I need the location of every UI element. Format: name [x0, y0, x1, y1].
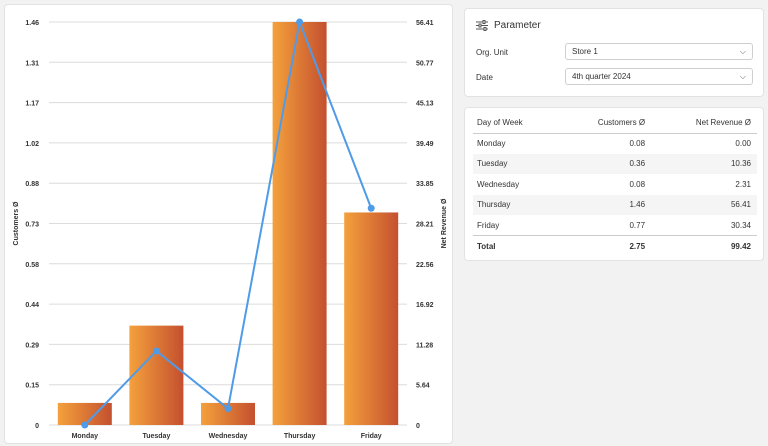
org-unit-value: Store 1: [572, 47, 598, 56]
chart-panel: 0 0 0.15 5.64 0.29 11.28 0.44 16.92 0.58 22.56 0.7…: [4, 4, 453, 444]
table-row: Tuesday 0.36 10.36: [473, 153, 757, 174]
y2-axis-title: Net Revenue Ø: [441, 198, 448, 248]
y2-tick-label: 16.92: [416, 302, 434, 309]
cell-day: Thursday: [473, 194, 560, 215]
column-header-revenue[interactable]: Net Revenue Ø: [651, 113, 757, 134]
x-tick-label: Wednesday: [209, 433, 248, 440]
date-select[interactable]: 4th quarter 2024 ⌵: [565, 68, 753, 85]
date-label: Date: [476, 73, 493, 82]
cell-day: Friday: [477, 220, 500, 230]
cell-day: Monday: [477, 139, 506, 148]
cell-day: Wednesday: [477, 179, 520, 189]
parameter-panel: Parameter Org. Unit Store 1 ⌵ Date 4th q…: [464, 8, 764, 97]
cell-customers: 0.08: [629, 139, 646, 148]
cell-revenue: 2.31: [735, 179, 751, 189]
combo-chart: 0 0 0.15 5.64 0.29 11.28 0.44 16.92 0.58 22.56 0.7…: [13, 18, 448, 440]
cell-customers: 0.36: [559, 153, 652, 174]
y2-tick-label: 33.85: [416, 181, 434, 188]
chevron-down-icon: ⌵: [739, 46, 746, 56]
y2-tick-label: 28.21: [416, 222, 434, 229]
x-tick-label: Monday: [72, 433, 99, 440]
org-unit-label: Org. Unit: [476, 48, 509, 57]
org-unit-select[interactable]: Store 1 ⌵: [565, 43, 753, 60]
chevron-down-icon: ⌵: [739, 71, 746, 81]
table-header-row: Day of Week Customers Ø Net Revenue Ø: [473, 113, 757, 134]
revenue-point: [152, 347, 160, 355]
y2-tick-label: 56.41: [416, 20, 434, 27]
column-header-customers[interactable]: Customers Ø: [559, 113, 652, 134]
cell-day: Tuesday: [473, 153, 560, 174]
cell-total-revenue: 99.42: [651, 235, 757, 256]
table-row: Thursday 1.46 56.41: [473, 194, 757, 215]
data-table: Day of Week Customers Ø Net Revenue Ø Mo…: [473, 113, 757, 256]
parameter-title: Parameter: [494, 20, 541, 31]
bar: [201, 402, 255, 425]
revenue-point: [81, 421, 89, 429]
y2-tick-label: 50.77: [416, 60, 434, 67]
data-table-panel: Day of Week Customers Ø Net Revenue Ø Mo…: [464, 107, 764, 261]
y-tick-label: 1.02: [25, 141, 39, 148]
revenue-point: [367, 204, 375, 212]
table-row: Monday 0.08 0.00: [473, 133, 757, 154]
bar: [129, 325, 184, 425]
cell-total-label: Total: [473, 235, 560, 256]
y2-tick-label: 22.56: [416, 262, 434, 269]
cell-revenue: 30.34: [730, 220, 751, 230]
y2-tick-label: 5.64: [416, 383, 430, 390]
cell-customers: 0.08: [629, 179, 646, 189]
table-total-row: Total 2.75 99.42: [473, 235, 757, 256]
y-tick-label: 0.88: [25, 181, 39, 188]
y2-tick-label: 39.49: [416, 141, 434, 148]
x-tick-label: Tuesday: [142, 433, 170, 440]
table-row: Friday 0.77 30.34: [473, 215, 757, 236]
y-tick-label: 0.29: [25, 342, 39, 349]
parameter-header: Parameter: [476, 20, 541, 31]
cell-total-customers: 2.75: [559, 235, 652, 256]
table-row: Wednesday 0.08 2.31: [473, 174, 757, 195]
bar: [57, 402, 112, 425]
y2-tick-label: 45.13: [416, 101, 434, 108]
revenue-point: [224, 404, 232, 412]
cell-customers: 0.77: [629, 220, 646, 230]
y-tick-label: 0.44: [25, 302, 39, 309]
y2-tick-label: 11.28: [416, 342, 433, 349]
y-axis-title: Customers Ø: [13, 201, 20, 246]
cell-revenue: 56.41: [651, 194, 757, 215]
date-value: 4th quarter 2024: [572, 72, 631, 81]
y-tick-label: 0: [35, 423, 39, 430]
bar: [344, 212, 399, 425]
cell-revenue: 10.36: [651, 153, 757, 174]
y-tick-label: 0.15: [25, 383, 39, 390]
y-tick-label: 0.58: [25, 262, 39, 269]
bar: [272, 22, 327, 425]
y-tick-label: 0.73: [25, 222, 39, 229]
y-tick-label: 1.17: [25, 101, 39, 108]
revenue-point: [296, 18, 304, 26]
cell-customers: 1.46: [559, 194, 652, 215]
sliders-icon: [476, 20, 488, 31]
y-tick-label: 1.46: [25, 20, 39, 27]
column-header-day[interactable]: Day of Week: [473, 113, 560, 134]
x-tick-label: Thursday: [284, 433, 316, 440]
cell-revenue: 0.00: [735, 139, 751, 148]
x-tick-label: Friday: [361, 433, 382, 440]
y-tick-label: 1.31: [25, 60, 39, 67]
y2-tick-label: 0: [416, 423, 420, 430]
